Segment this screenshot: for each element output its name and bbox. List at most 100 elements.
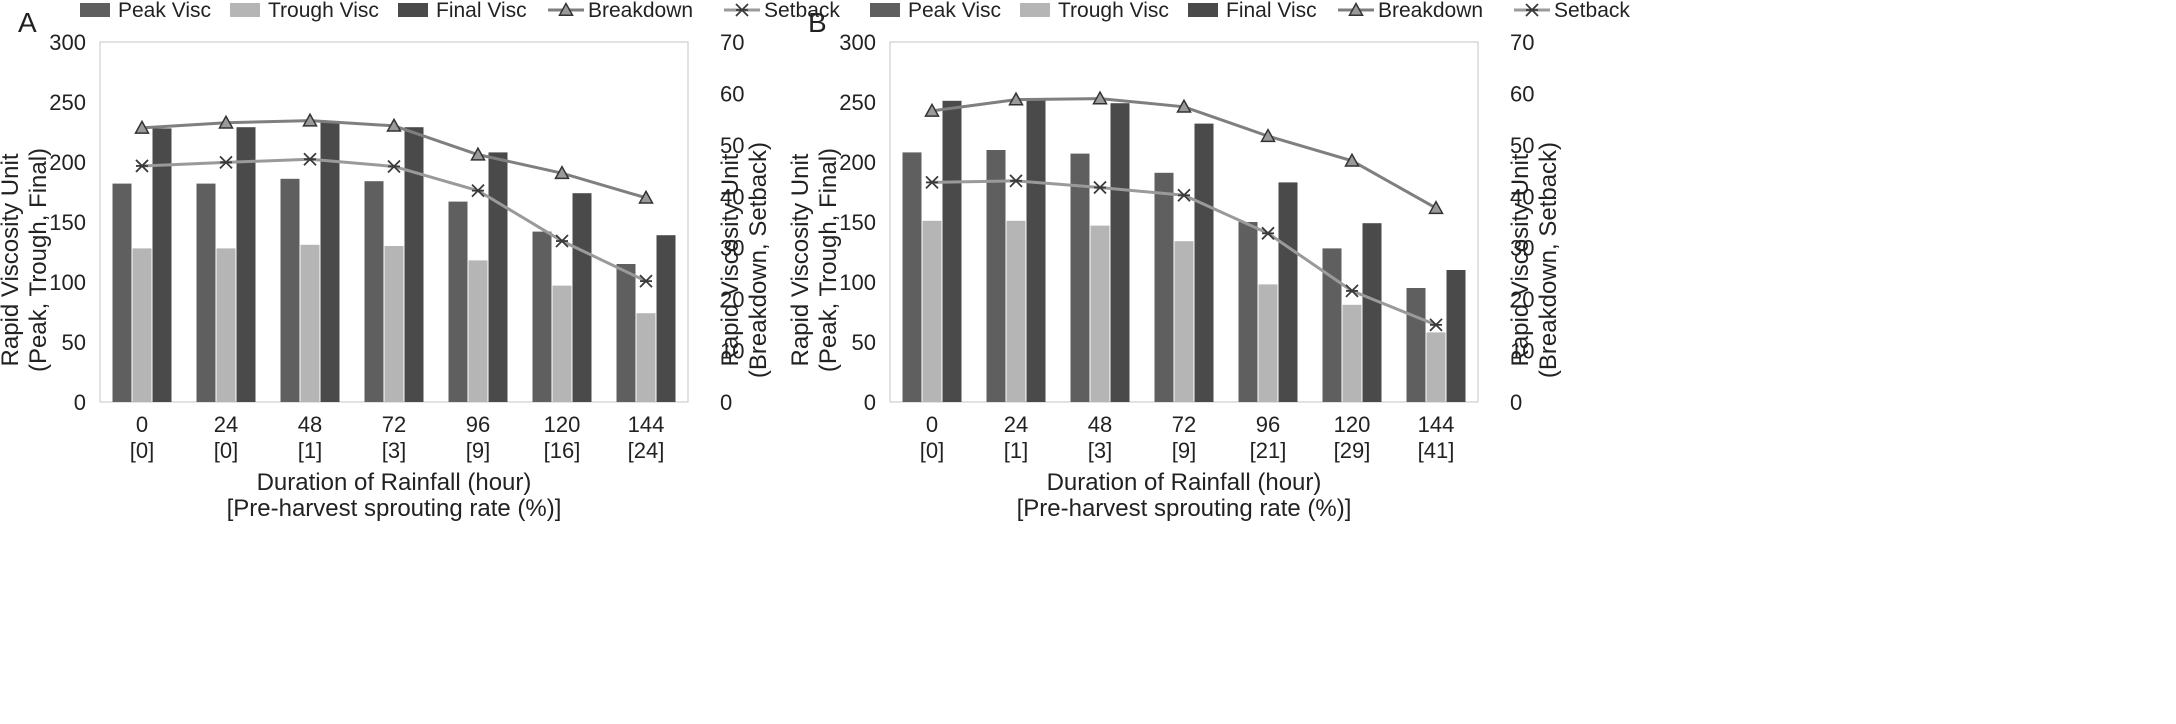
legend-item-trough-visc: Trough Visc [230, 0, 379, 22]
bar-final-visc-120 [572, 193, 592, 402]
legend-item-setback: Setback [1514, 0, 1630, 22]
legend-item-final-visc: Final Visc [398, 0, 527, 22]
panel-letter: B [808, 7, 827, 38]
x-tick-sprouting-label: [1] [1004, 438, 1028, 463]
y-right-title-line2: (Breakdown, Setback) [1535, 142, 1562, 378]
legend-label: Peak Visc [118, 0, 211, 22]
legend-label: Final Visc [436, 0, 527, 22]
legend-label: Peak Visc [908, 0, 1001, 22]
left-tick-label: 100 [49, 270, 86, 295]
bar-trough-visc-72 [384, 246, 404, 402]
bar-final-visc-48 [1110, 103, 1130, 402]
legend-swatch [1188, 3, 1218, 17]
legend-swatch [398, 3, 428, 17]
right-tick-label: 10 [720, 339, 744, 364]
x-tick-label: 120 [544, 412, 581, 437]
x-tick-sprouting-label: [41] [1418, 438, 1455, 463]
y-left-title-line1: Rapid Viscosity Unit [0, 153, 24, 366]
x-tick-sprouting-label: [0] [920, 438, 944, 463]
left-tick-label: 200 [839, 150, 876, 175]
right-tick-label: 40 [720, 184, 744, 209]
marker-breakdown-0 [134, 119, 150, 134]
left-tick-label: 150 [49, 210, 86, 235]
x-tick-label: 24 [1004, 412, 1028, 437]
y-right-title-line1: Rapid Viscosity Unit [717, 153, 744, 366]
legend-label: Breakdown [588, 0, 693, 22]
legend-label: Final Visc [1226, 0, 1317, 22]
x-tick-label: 48 [1088, 412, 1112, 437]
marker-setback-0 [925, 175, 939, 190]
x-axis-title-line2: [Pre-harvest sprouting rate (%)] [227, 495, 562, 522]
bar-trough-visc-48 [300, 244, 320, 402]
right-tick-label: 60 [1510, 81, 1534, 106]
bar-peak-visc-72 [364, 181, 384, 402]
right-tick-label: 60 [720, 81, 744, 106]
bar-final-visc-144 [656, 235, 676, 402]
right-tick-label: 30 [720, 236, 744, 261]
bar-trough-visc-0 [922, 220, 942, 402]
left-tick-label: 300 [49, 30, 86, 55]
bar-peak-visc-0 [112, 183, 132, 402]
marker-breakdown-48 [1092, 90, 1108, 105]
left-tick-label: 150 [839, 210, 876, 235]
bar-final-visc-72 [1194, 123, 1214, 402]
y-right-title-line1: Rapid Viscosity Unit [1507, 153, 1534, 366]
legend-item-breakdown: Breakdown [548, 0, 693, 22]
left-tick-label: 50 [62, 330, 86, 355]
x-tick-sprouting-label: [29] [1334, 438, 1371, 463]
marker-setback-120 [1345, 284, 1359, 298]
marker-setback-48 [1093, 180, 1107, 195]
bar-peak-visc-24 [196, 183, 216, 402]
x-axis-title-line1: Duration of Rainfall (hour) [257, 469, 532, 496]
legend-label: Trough Visc [1058, 0, 1169, 22]
marker-breakdown-96 [470, 146, 486, 161]
legend-marker [1348, 1, 1364, 16]
left-tick-label: 0 [74, 390, 86, 415]
x-tick-sprouting-label: [1] [298, 438, 322, 463]
x-tick-label: 48 [298, 412, 322, 437]
bar-trough-visc-96 [468, 260, 488, 402]
x-tick-sprouting-label: [0] [130, 438, 154, 463]
bar-peak-visc-24 [986, 150, 1006, 402]
right-tick-label: 0 [720, 390, 732, 415]
marker-setback-72 [387, 159, 401, 174]
right-tick-label: 70 [720, 30, 744, 55]
bar-final-visc-24 [236, 127, 256, 402]
bar-final-visc-24 [1026, 98, 1046, 403]
marker-setback-24 [1009, 174, 1023, 188]
marker-breakdown-24 [1008, 91, 1024, 106]
marker-setback-96 [471, 183, 485, 198]
bar-peak-visc-144 [1406, 288, 1426, 402]
legend-swatch [230, 3, 260, 17]
bar-peak-visc-96 [1238, 222, 1258, 402]
bar-trough-visc-144 [1426, 332, 1446, 402]
x-tick-sprouting-label: [3] [382, 438, 406, 463]
x-tick-label: 144 [628, 412, 665, 437]
marker-breakdown-72 [1176, 98, 1192, 113]
legend-item-breakdown: Breakdown [1338, 0, 1483, 22]
marker-setback-24 [219, 155, 233, 169]
bar-peak-visc-144 [616, 264, 636, 402]
marker-breakdown-144 [638, 189, 654, 204]
right-tick-label: 20 [1510, 287, 1534, 312]
legend-swatch [80, 3, 110, 17]
x-axis-title-line2: [Pre-harvest sprouting rate (%)] [1017, 495, 1352, 522]
legend-item-peak-visc: Peak Visc [870, 0, 1001, 22]
right-tick-label: 10 [1510, 339, 1534, 364]
bar-trough-visc-48 [1090, 225, 1110, 402]
x-tick-label: 0 [136, 412, 148, 437]
legend-label: Breakdown [1378, 0, 1483, 22]
x-tick-sprouting-label: [21] [1250, 438, 1287, 463]
marker-setback-72 [1177, 188, 1191, 202]
legend-label: Setback [764, 0, 840, 22]
left-tick-label: 50 [852, 330, 876, 355]
chart-panel-a: A Peak Visc Trough Visc Final Visc Breakdown… [0, 0, 840, 522]
bar-peak-visc-48 [1070, 153, 1090, 402]
marker-breakdown-120 [1344, 152, 1360, 167]
marker-breakdown-120 [554, 165, 570, 180]
x-tick-label: 96 [1256, 412, 1280, 437]
left-tick-label: 300 [839, 30, 876, 55]
bar-final-visc-0 [152, 128, 172, 402]
marker-breakdown-0 [924, 102, 940, 117]
